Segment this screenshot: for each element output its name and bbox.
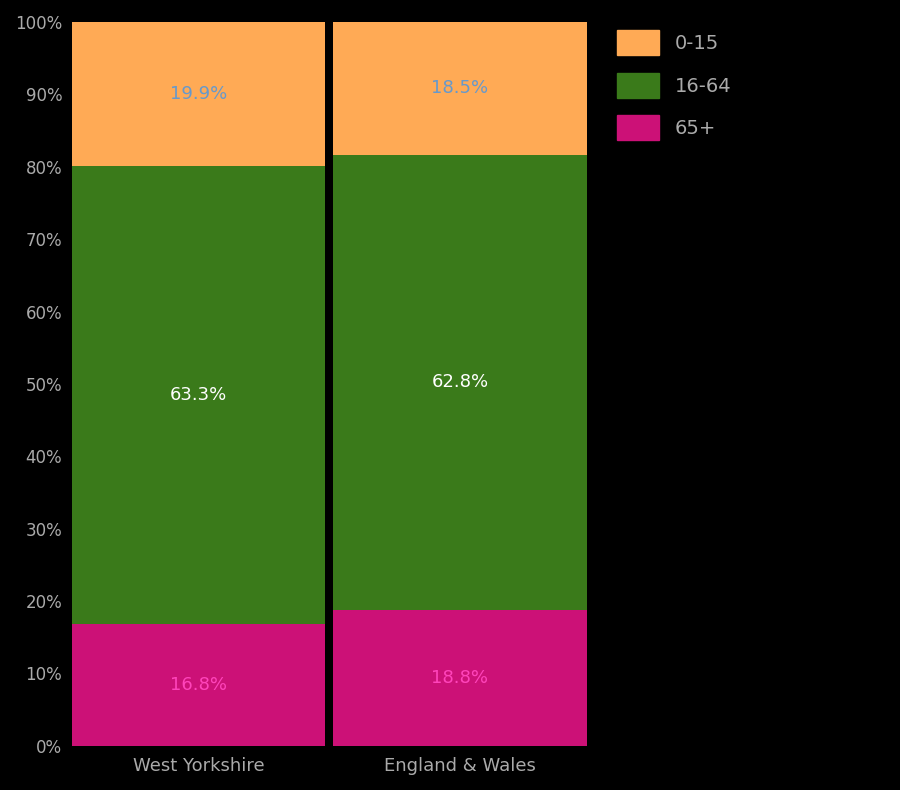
Bar — [333, 610, 587, 746]
Bar — [72, 166, 325, 624]
Bar — [72, 624, 325, 746]
Bar — [72, 22, 325, 166]
Text: 63.3%: 63.3% — [170, 386, 227, 404]
Text: 62.8%: 62.8% — [431, 374, 489, 392]
Legend: 0-15, 16-64, 65+: 0-15, 16-64, 65+ — [611, 24, 737, 146]
Bar — [333, 21, 587, 155]
Text: 19.9%: 19.9% — [170, 85, 227, 103]
Bar — [333, 155, 587, 610]
Text: 18.8%: 18.8% — [431, 669, 489, 687]
Text: 16.8%: 16.8% — [170, 676, 227, 694]
Text: 18.5%: 18.5% — [431, 79, 489, 97]
